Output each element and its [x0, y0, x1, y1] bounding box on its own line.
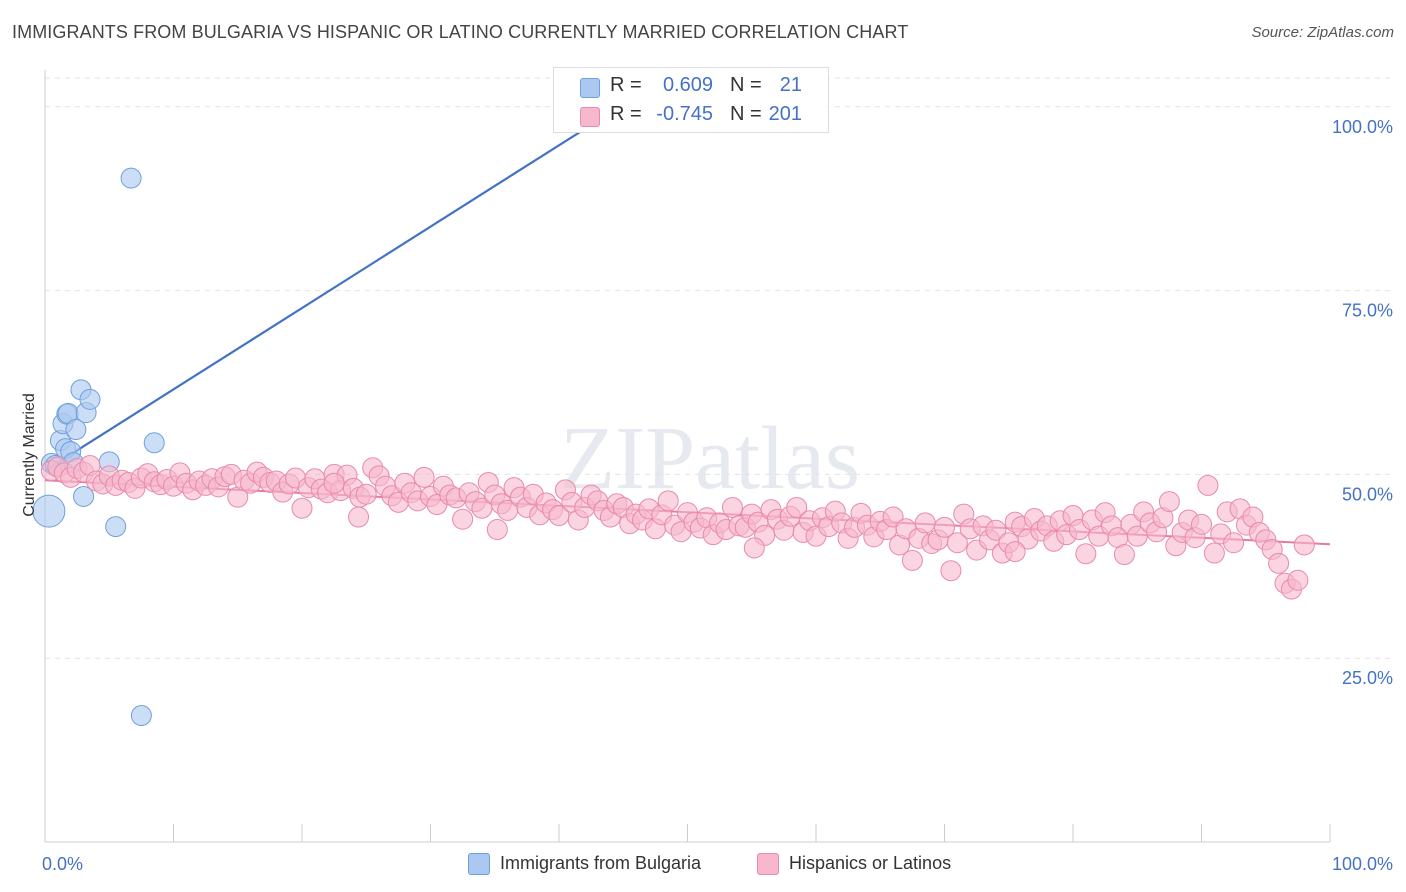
hispanic-point — [940, 560, 962, 582]
hispanic-point — [946, 532, 968, 554]
bulgaria-point — [32, 494, 66, 528]
hispanic-point — [1223, 532, 1245, 554]
r-label: R = — [610, 74, 642, 96]
hispanic-point — [914, 512, 936, 534]
bulgaria-point — [105, 516, 127, 538]
x-tick-label: 0.0% — [42, 854, 83, 874]
r-value: -0.745 — [656, 103, 713, 125]
hispanic-point — [786, 496, 808, 518]
hispanic-point — [985, 519, 1007, 541]
legend-label: Hispanics or Latinos — [789, 853, 952, 873]
bulgaria-trend-line — [44, 87, 650, 472]
hispanic-point — [323, 472, 345, 494]
legend-swatch — [468, 853, 490, 875]
legend-label: Immigrants from Bulgaria — [500, 853, 702, 873]
data-points — [32, 77, 1315, 727]
r-label: R = — [610, 103, 642, 125]
r-value: 0.609 — [662, 74, 713, 96]
n-label: N = — [730, 103, 762, 125]
hispanic-point — [934, 516, 955, 538]
watermark: ZIPatlas — [560, 409, 860, 508]
hispanic-point — [1075, 543, 1097, 565]
bulgaria-point — [73, 485, 95, 507]
x-tick-label: 100.0% — [1332, 854, 1393, 874]
hispanic-point — [721, 496, 743, 518]
n-label: N = — [730, 74, 762, 96]
hispanic-point — [1203, 542, 1225, 564]
bulgaria-point — [143, 432, 165, 454]
hispanic-point — [1113, 544, 1135, 566]
hispanic-point — [486, 519, 508, 541]
bulgaria-swatch — [580, 78, 600, 98]
y-tick-label: 100.0% — [1332, 117, 1393, 137]
bulgaria-point — [120, 167, 142, 189]
hispanic-point — [657, 490, 679, 512]
bulgaria-point — [65, 419, 87, 441]
n-value: 21 — [779, 74, 802, 96]
hispanic-point — [1293, 534, 1315, 556]
hispanic-point — [348, 506, 370, 528]
legend-swatch — [757, 853, 779, 875]
hispanic-point — [1191, 513, 1212, 535]
chart-title: IMMIGRANTS FROM BULGARIA VS HISPANIC OR … — [12, 22, 909, 42]
stats-legend: R = 0.609 N = 21 R = -0.745 N = 201 — [553, 67, 829, 133]
hispanic-point — [452, 508, 474, 530]
hispanic-point — [743, 537, 765, 559]
hispanic-point — [901, 549, 923, 571]
grid-lines — [45, 77, 1390, 659]
y-tick-label: 50.0% — [1342, 484, 1393, 504]
hispanic-point — [1287, 569, 1309, 591]
hispanic-point — [413, 466, 435, 488]
hispanic-point — [1197, 474, 1219, 496]
y-axis-label: Currently Married — [21, 393, 38, 517]
source-credit: Source: ZipAtlas.com — [1251, 24, 1394, 41]
hispanic-point — [1158, 491, 1180, 513]
y-tick-label: 25.0% — [1342, 668, 1393, 688]
n-value: 201 — [768, 103, 802, 125]
tick-labels: 25.0% 50.0% 75.0% 100.0% 0.0% 100.0% — [42, 117, 1393, 874]
bulgaria-point — [79, 388, 101, 410]
hispanic-point — [1004, 541, 1026, 563]
y-tick-label: 75.0% — [1342, 301, 1393, 321]
hispanic-point — [291, 497, 313, 519]
hispanic-swatch — [580, 107, 600, 127]
hispanic-point — [1268, 552, 1290, 574]
hispanic-point — [355, 483, 377, 505]
bulgaria-point — [130, 705, 152, 727]
